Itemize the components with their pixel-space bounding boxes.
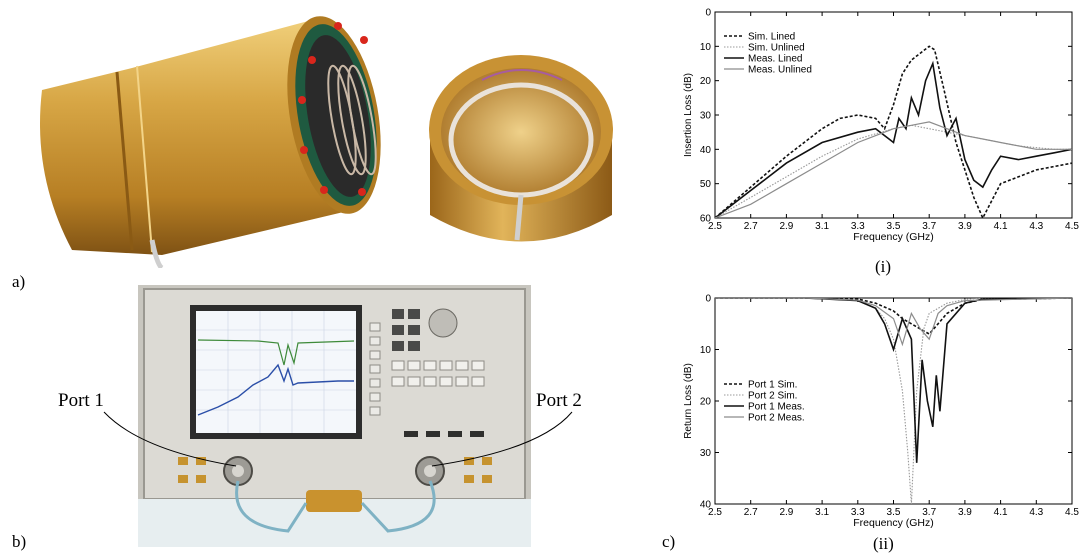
legend-entry: Meas. Unlined xyxy=(748,65,812,76)
x-tick-label: 3.7 xyxy=(922,507,936,518)
panel-label-b: b) xyxy=(12,532,27,551)
y-tick-label: 10 xyxy=(700,42,712,53)
y-tick-label: 30 xyxy=(700,111,712,122)
x-tick-label: 2.9 xyxy=(779,221,793,232)
y-tick-label: 40 xyxy=(700,500,712,511)
x-tick-label: 3.1 xyxy=(815,507,829,518)
legend-entry: Sim. Unlined xyxy=(748,43,805,54)
x-tick-label: 3.9 xyxy=(958,507,972,518)
x-tick-label: 3.5 xyxy=(887,221,901,232)
x-tick-label: 3.3 xyxy=(851,507,865,518)
y-tick-label: 0 xyxy=(705,8,711,19)
y-tick-label: 10 xyxy=(700,345,712,356)
port1-label: Port 1 xyxy=(58,390,104,411)
insertion-loss-chart: 2.5 2.7 2.9 3.1 3.3 3.5 3.7 3.9 4.1 4.3 4.5 0 10 20 30… xyxy=(683,8,1079,244)
series-line-1 xyxy=(715,45,1072,218)
subfig-label-ii: (ii) xyxy=(873,534,894,553)
y-tick-label: 60 xyxy=(700,214,712,225)
subfig-label-i: (i) xyxy=(875,257,892,276)
legend-entry: Port 1 Sim. xyxy=(748,380,797,391)
x-tick-label: 4.3 xyxy=(1029,221,1043,232)
x-tick-label: 4.5 xyxy=(1065,221,1079,232)
legend-entry: Port 2 Meas. xyxy=(748,413,805,424)
photo-network-analyzer xyxy=(138,285,531,547)
x-tick-label: 2.7 xyxy=(744,507,758,518)
series-line-4 xyxy=(715,121,1072,218)
y-tick-label: 20 xyxy=(700,397,712,408)
y-axis-label: Insertion Loss (dB) xyxy=(683,73,694,157)
x-tick-label: 4.1 xyxy=(994,221,1008,232)
series-line-2 xyxy=(715,298,1072,504)
panel-label-a: a) xyxy=(12,272,26,291)
series-line-2 xyxy=(715,124,1072,218)
x-tick-label: 3.3 xyxy=(851,221,865,232)
legend-entry: Port 1 Meas. xyxy=(748,402,805,413)
x-axis-label: Frequency (GHz) xyxy=(853,231,934,243)
x-tick-label: 2.5 xyxy=(708,221,722,232)
y-tick-label: 50 xyxy=(700,179,712,190)
x-tick-label: 3.9 xyxy=(958,221,972,232)
x-tick-label: 3.1 xyxy=(815,221,829,232)
series-line-3 xyxy=(715,60,1072,218)
x-axis-label: Frequency (GHz) xyxy=(853,517,934,529)
legend-entry: Sim. Lined xyxy=(748,32,795,43)
y-axis-label: Return Loss (dB) xyxy=(683,363,694,439)
photo-resonator-cavities xyxy=(12,0,652,268)
series-line-1 xyxy=(715,298,1072,336)
y-tick-label: 30 xyxy=(700,448,712,459)
x-tick-label: 2.9 xyxy=(779,507,793,518)
x-tick-label: 2.5 xyxy=(708,507,722,518)
x-tick-label: 3.5 xyxy=(887,507,901,518)
x-tick-label: 4.1 xyxy=(994,507,1008,518)
x-tick-label: 3.7 xyxy=(922,221,936,232)
series-line-3 xyxy=(715,298,1072,463)
y-tick-label: 0 xyxy=(705,294,711,305)
panel-label-c: c) xyxy=(662,532,676,551)
y-tick-label: 40 xyxy=(700,145,712,156)
x-tick-label: 4.3 xyxy=(1029,507,1043,518)
legend-entry: Port 2 Sim. xyxy=(748,391,797,402)
x-tick-label: 2.7 xyxy=(744,221,758,232)
x-tick-label: 4.5 xyxy=(1065,507,1079,518)
return-loss-chart: 2.5 2.7 2.9 3.1 3.3 3.5 3.7 3.9 4.1 4.3 4.5 0 10 20 30… xyxy=(683,294,1079,530)
series-line-4 xyxy=(715,298,1072,347)
lined-cavity xyxy=(40,16,381,268)
unlined-cavity xyxy=(429,55,613,242)
legend-entry: Meas. Lined xyxy=(748,54,802,65)
y-tick-label: 20 xyxy=(700,76,712,87)
port2-label: Port 2 xyxy=(536,390,582,411)
